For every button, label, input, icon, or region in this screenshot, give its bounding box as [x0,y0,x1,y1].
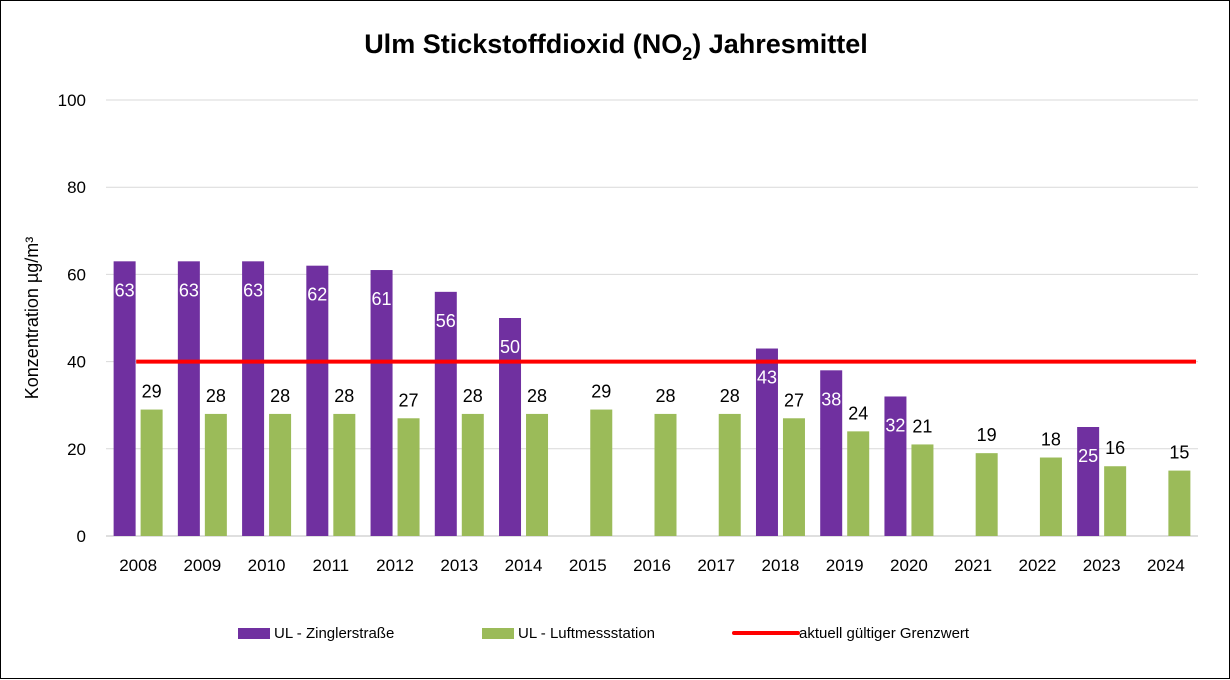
data-label-zinglerstrasse: 38 [821,389,841,409]
data-label-luftmessstation: 28 [334,386,354,406]
x-tick-label: 2018 [762,556,800,575]
data-label-zinglerstrasse: 43 [757,368,777,388]
x-tick-label: 2010 [248,556,286,575]
data-label-zinglerstrasse: 61 [372,289,392,309]
data-label-luftmessstation: 29 [591,382,611,402]
bar-luftmessstation [782,418,805,536]
data-label-luftmessstation: 27 [784,390,804,410]
x-tick-label: 2021 [954,556,992,575]
x-tick-label: 2008 [119,556,157,575]
x-tick-label: 2017 [697,556,735,575]
data-label-luftmessstation: 16 [1105,438,1125,458]
bar-zinglerstrasse [113,261,136,536]
bar-luftmessstation [654,413,677,536]
data-label-luftmessstation: 29 [142,382,162,402]
data-label-zinglerstrasse: 63 [243,280,263,300]
data-label-zinglerstrasse: 63 [179,280,199,300]
x-tick-label: 2013 [440,556,478,575]
x-tick-label: 2016 [633,556,671,575]
bar-zinglerstrasse [884,396,907,536]
data-label-luftmessstation: 28 [655,386,675,406]
y-tick-label: 40 [67,353,86,372]
bar-zinglerstrasse [499,318,522,536]
legend-swatch-zinglerstrasse [238,628,270,639]
bar-luftmessstation [333,413,356,536]
bar-luftmessstation [911,444,934,536]
x-tick-label: 2022 [1018,556,1056,575]
bar-luftmessstation [1039,457,1062,536]
x-tick-label: 2019 [826,556,864,575]
legend-label-zinglerstrasse: UL - Zinglerstraße [274,625,394,642]
y-tick-label: 100 [58,91,86,110]
legend-swatch-luftmessstation [482,628,514,639]
bar-zinglerstrasse [820,370,843,536]
data-label-zinglerstrasse: 62 [307,285,327,305]
bar-zinglerstrasse [306,265,329,536]
y-tick-label: 0 [77,527,86,546]
bar-luftmessstation [1168,470,1191,536]
x-tick-label: 2014 [505,556,543,575]
bar-luftmessstation [847,431,870,536]
data-label-luftmessstation: 27 [399,390,419,410]
x-tick-label: 2024 [1147,556,1185,575]
bar-luftmessstation [397,418,420,536]
data-label-luftmessstation: 18 [1041,430,1061,450]
bar-luftmessstation [140,409,163,536]
x-tick-label: 2009 [183,556,221,575]
y-axis-label: Konzentration µg/m³ [22,237,42,399]
x-tick-label: 2020 [890,556,928,575]
chart-title: Ulm Stickstoffdioxid (NO2) Jahresmittel [364,29,868,64]
data-label-luftmessstation: 15 [1169,443,1189,463]
bar-luftmessstation [204,413,227,536]
bar-luftmessstation [1104,466,1127,536]
x-tick-label: 2011 [313,556,350,575]
bar-luftmessstation [269,413,292,536]
x-tick-label: 2015 [569,556,607,575]
data-label-luftmessstation: 28 [527,386,547,406]
data-label-luftmessstation: 21 [912,416,932,436]
y-tick-label: 60 [67,265,86,284]
bar-zinglerstrasse [434,291,457,536]
y-tick-label: 20 [67,440,86,459]
data-label-luftmessstation: 28 [463,386,483,406]
data-label-luftmessstation: 28 [270,386,290,406]
data-label-zinglerstrasse: 56 [436,311,456,331]
bar-zinglerstrasse [1077,427,1100,536]
bar-luftmessstation [718,413,741,536]
data-label-luftmessstation: 28 [720,386,740,406]
data-label-zinglerstrasse: 63 [115,280,135,300]
x-tick-label: 2023 [1083,556,1121,575]
bar-zinglerstrasse [755,348,778,536]
data-label-zinglerstrasse: 32 [885,415,905,435]
bar-luftmessstation [975,453,998,536]
legend-label-limit: aktuell gültiger Grenzwert [799,625,970,642]
bar-zinglerstrasse [370,270,393,536]
bar-luftmessstation [590,409,613,536]
x-tick-label: 2012 [376,556,414,575]
data-label-zinglerstrasse: 25 [1078,446,1098,466]
data-label-luftmessstation: 24 [848,403,868,423]
data-label-luftmessstation: 19 [977,425,997,445]
bar-luftmessstation [526,413,549,536]
data-label-zinglerstrasse: 50 [500,337,520,357]
bar-luftmessstation [461,413,484,536]
bar-zinglerstrasse [242,261,265,536]
bar-zinglerstrasse [177,261,200,536]
y-tick-label: 80 [67,178,86,197]
data-label-luftmessstation: 28 [206,386,226,406]
legend-label-luftmessstation: UL - Luftmessstation [518,625,655,642]
